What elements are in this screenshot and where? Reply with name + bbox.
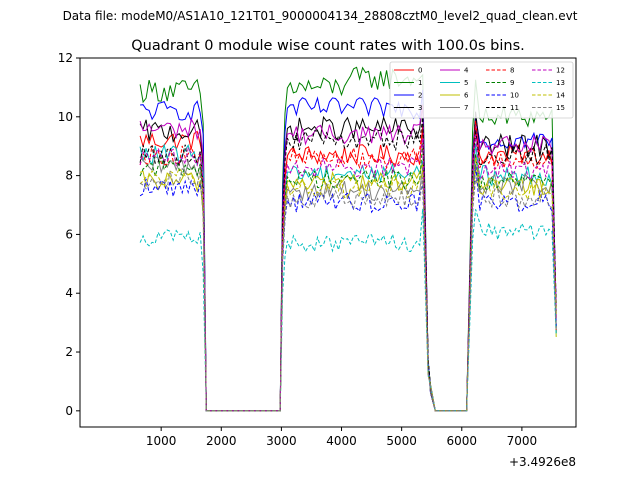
y-tick-label: 6 [65, 227, 73, 241]
series-line-11 [139, 117, 557, 412]
chart-title: Quadrant 0 module wise count rates with … [131, 38, 525, 54]
series-line-5 [139, 143, 557, 412]
legend-label-8: 8 [510, 67, 514, 75]
series-line-6 [139, 163, 557, 412]
x-tick-label: 5000 [386, 434, 417, 448]
y-tick-label: 4 [65, 286, 73, 300]
series-line-3 [139, 104, 557, 412]
legend-label-1: 1 [418, 79, 422, 87]
legend-label-2: 2 [418, 92, 422, 100]
legend-label-9: 9 [510, 79, 514, 87]
x-tick-label: 7000 [507, 434, 538, 448]
suptitle: Data file: modeM0/AS1A10_121T01_90000041… [63, 9, 578, 23]
legend-label-4: 4 [464, 67, 469, 75]
series-line-9 [139, 143, 557, 412]
series-line-15 [139, 167, 557, 412]
y-tick-label: 0 [65, 404, 73, 418]
legend-label-14: 14 [556, 92, 565, 100]
series-line-2 [140, 89, 557, 412]
series-line-4 [139, 104, 557, 412]
legend-label-3: 3 [418, 104, 422, 112]
legend-box [389, 61, 574, 119]
series-line-13 [139, 208, 557, 412]
y-tick-label: 10 [58, 110, 73, 124]
y-tick-label: 2 [65, 345, 73, 359]
x-tick-label: 2000 [206, 434, 237, 448]
plot-area [80, 58, 576, 427]
x-tick-label: 6000 [446, 434, 477, 448]
legend-label-6: 6 [464, 92, 469, 100]
series-line-7 [139, 154, 557, 412]
legend-label-10: 10 [510, 92, 519, 100]
legend-label-0: 0 [418, 67, 422, 75]
series-line-0 [139, 124, 557, 412]
x-offset-label: +3.4926e8 [509, 455, 576, 469]
series-layer [139, 66, 557, 412]
x-tick-label: 4000 [326, 434, 357, 448]
legend-label-12: 12 [556, 67, 565, 75]
x-tick-label: 1000 [146, 434, 177, 448]
legend-label-7: 7 [464, 104, 468, 112]
series-line-14 [139, 157, 557, 412]
y-tick-label: 12 [58, 51, 73, 65]
legend-label-11: 11 [510, 104, 519, 112]
legend-label-13: 13 [556, 79, 565, 87]
legend-label-5: 5 [464, 79, 468, 87]
plot-frame [79, 57, 577, 428]
y-axis-ticks: 0 2 4 6 8 10 12 [58, 51, 80, 418]
series-line-12 [139, 134, 557, 412]
legend-label-15: 15 [556, 104, 565, 112]
y-tick-label: 8 [65, 169, 73, 183]
series-line-10 [139, 164, 557, 412]
x-tick-label: 3000 [266, 434, 297, 448]
x-axis-ticks: 1000 2000 3000 4000 5000 6000 7000 [146, 427, 537, 448]
